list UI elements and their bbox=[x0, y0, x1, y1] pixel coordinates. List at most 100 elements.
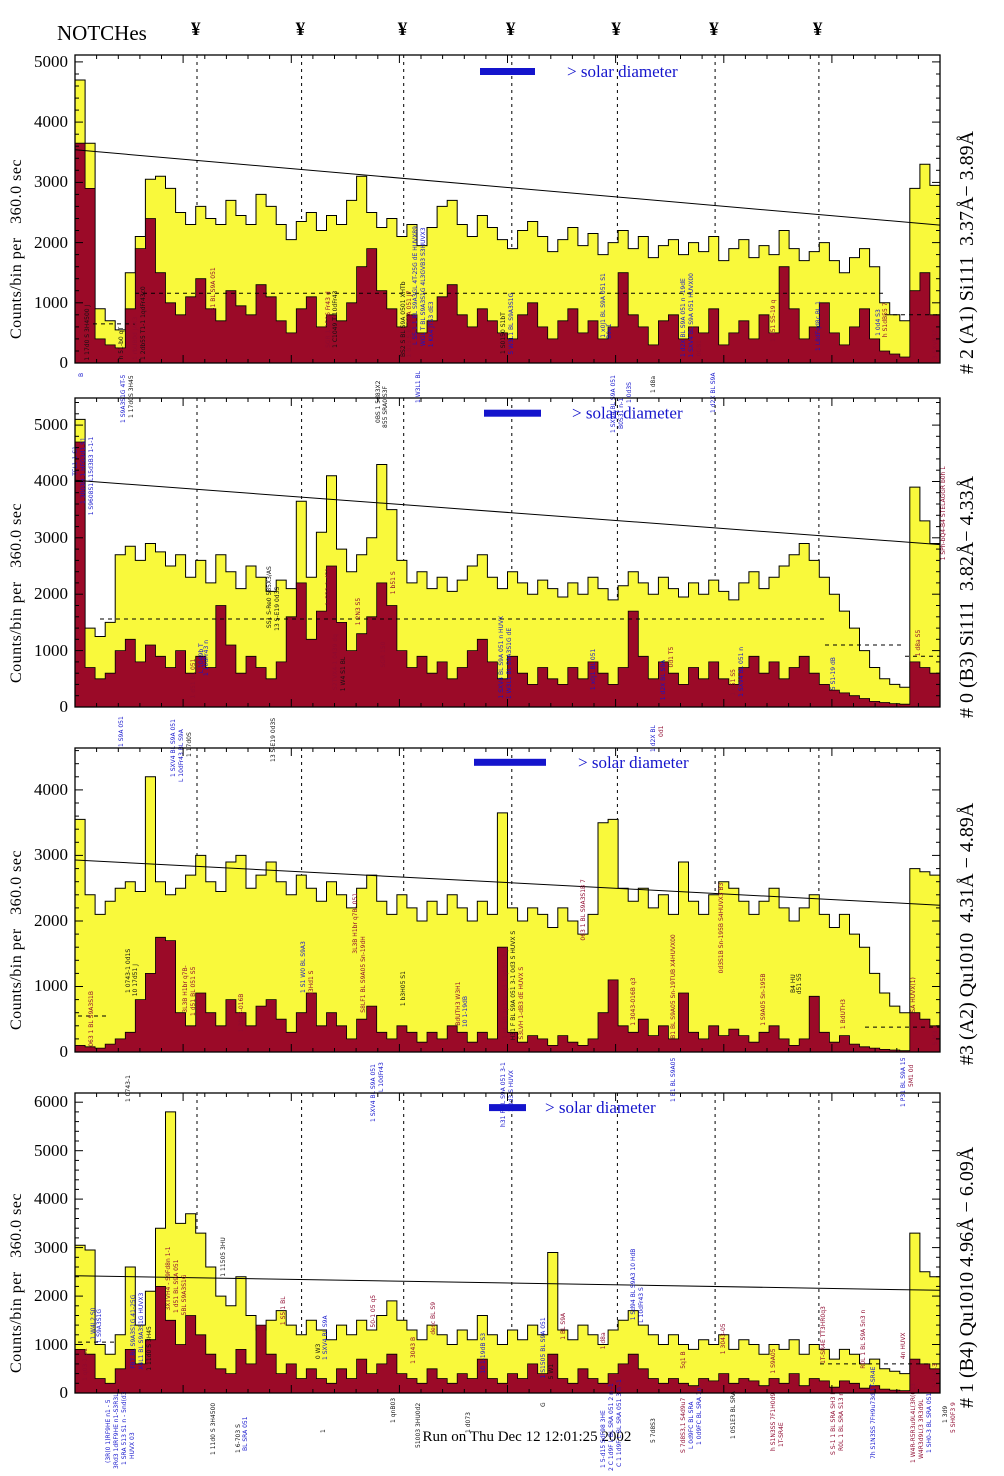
event-annotation: R0L 1 BL SRA S13 n bbox=[838, 1392, 845, 1451]
notch-marker: ¥ bbox=[295, 19, 306, 40]
solar-diameter-legend-label: > solar diameter bbox=[567, 62, 678, 81]
event-annotation: BdUTH3 W3H1 bbox=[455, 981, 462, 1025]
notch-marker: ¥ bbox=[505, 19, 516, 40]
event-annotation: 1 W4 S1 BL bbox=[340, 656, 347, 691]
event-annotation: X4L1 BL S9A3S1G HUVX3 bbox=[138, 1292, 145, 1369]
histogram-plot-4: 1 q03-1 d1 1 W4L2 S0 L S9A3S1G F87 BL S9A3S… bbox=[74, 1092, 957, 1471]
event-annotation: 1 L8dFqd8c BL 1 bbox=[815, 301, 822, 351]
event-annotation: B4 HU bbox=[790, 974, 797, 993]
notch-marker: ¥ bbox=[812, 19, 823, 40]
y-tick-label: 4000 bbox=[34, 1189, 68, 1209]
event-annotation: S3LVH 1-dB3 dE HUVX S bbox=[518, 967, 525, 1040]
solar-diameter-legend-label: > solar diameter bbox=[578, 753, 689, 772]
event-annotation: 1 W4R-R5R3u9L4L(3R(0q3 bbox=[910, 1383, 917, 1463]
event-annotation: 1 W3L1 BL S9A3S1G dE bbox=[506, 628, 513, 699]
event-annotation: 5-M3 bbox=[932, 1030, 939, 1045]
event-annotation: 3L3B H1br q7B- bbox=[182, 965, 189, 1012]
notch-marker: ¥ bbox=[611, 19, 621, 40]
event-annotation: 1 d51 S5-19 q bbox=[770, 299, 777, 341]
event-annotation: 1 S0150 S1bT bbox=[500, 312, 507, 354]
event-annotation: 1 d8a bbox=[600, 1332, 607, 1349]
event-annotation: 7h S1N3SS 7FH9u73d 1T-SR4E bbox=[870, 1366, 877, 1459]
event-annotation: 1 d8a bbox=[650, 376, 657, 393]
solar-diameter-legend-bar bbox=[474, 758, 546, 766]
event-annotation: S2TVX4-1 0439 dq bbox=[332, 634, 339, 690]
event-annotation: BS2 S BL S9A 0501 XHTb bbox=[400, 281, 407, 357]
event-annotation: B0e1 bbox=[606, 323, 613, 339]
event-annotation: 1 d8a S5 bbox=[915, 630, 922, 657]
event-annotation: 5q1 B bbox=[680, 1351, 687, 1368]
event-annotation: 1 3043-05 bbox=[720, 1323, 727, 1354]
background-counts-histogram bbox=[74, 441, 941, 708]
trend-line bbox=[74, 149, 941, 226]
background-counts-histogram bbox=[74, 142, 941, 364]
page-title: NOTCHes bbox=[57, 21, 147, 45]
y-tick-label: 0 bbox=[59, 1383, 69, 1402]
event-annotation: 3Rd3 1dRF9HE n1-S3R3L bbox=[113, 1393, 120, 1469]
event-annotation: 1 SXV4 BL 051 n bbox=[738, 647, 745, 697]
event-annotation: 5M1 0d bbox=[908, 1064, 915, 1087]
event-annotation: B bbox=[78, 373, 85, 377]
event-annotation: 1 0d3 S HUVX bbox=[508, 1070, 515, 1112]
event-annotation: G bbox=[540, 1402, 547, 1407]
event-annotation: 1 0743-1 0d1S bbox=[125, 949, 132, 993]
event-annotation: 0d1 bbox=[658, 725, 665, 737]
y-tick-label: 1000 bbox=[34, 292, 68, 312]
event-annotation: 0 W3 bbox=[315, 1343, 322, 1359]
event-annotation: 1 x0J1 BL S9A 051 S1 bbox=[600, 273, 607, 338]
event-annotation: 5 7d8S3 bbox=[650, 1418, 657, 1443]
y-tick-label: 0 bbox=[59, 353, 69, 372]
event-annotation: 1 Sd94 BL S9A3 10 HdB bbox=[630, 1249, 637, 1321]
event-annotation: 1 bbox=[320, 1429, 327, 1433]
y-tick-label: 2000 bbox=[34, 910, 68, 930]
notch-marker: ¥ bbox=[190, 19, 201, 40]
event-annotation: 1 d2X BL S9A bbox=[660, 659, 667, 700]
y-tick-label: 5000 bbox=[34, 415, 68, 435]
y-tick-label: 3000 bbox=[34, 845, 68, 865]
event-annotation: 1 KX4 JTS3 dE3 bbox=[428, 301, 435, 347]
y-tick-label: 3000 bbox=[34, 1237, 68, 1257]
event-annotation: BL SRA 051 bbox=[242, 1416, 249, 1451]
event-annotation: 1 P31 BL S9A 15 bbox=[900, 1057, 907, 1107]
histogram-plot-3: 063 1 BL S9A3S1B 1 0743-1 0d1S 10 17d51 J 3… bbox=[74, 747, 941, 1127]
event-annotation: 1 SRA 513 S1 n - 5nd(d3 bbox=[121, 1391, 128, 1465]
y-tick-label: 4000 bbox=[34, 112, 68, 132]
event-annotation: 1 W3L1 BL bbox=[415, 370, 422, 403]
y-tick-label: 3000 bbox=[34, 527, 68, 547]
event-annotation: 10 1-19dB bbox=[462, 996, 469, 1027]
event-annotation: B0S31 n-1 bbox=[618, 398, 625, 429]
event-annotation: SA HUVX(1) bbox=[910, 977, 917, 1013]
event-annotation: 1 SXV4 BL S9A 051 n HUVX bbox=[498, 616, 505, 699]
event-annotation: B3Hd1 S bbox=[308, 970, 315, 996]
event-annotation: 1 q51 S5 bbox=[730, 669, 737, 696]
event-annotation: 1 6-703 S bbox=[235, 1424, 242, 1453]
run-timestamp: Run on Thu Dec 12 12:01:25 2002 bbox=[422, 1429, 632, 1445]
event-annotation: 1 b3H05 S1 bbox=[400, 971, 407, 1006]
event-annotation: 1 0d4 S3 bbox=[875, 309, 882, 336]
event-annotation: 0d1 T5 bbox=[668, 646, 675, 667]
event-annotation: 1 x0J1 BL 051 bbox=[590, 649, 597, 691]
total-counts-histogram bbox=[74, 776, 941, 1053]
event-annotation: 1 SH0-3 BL SRA 0S1 bbox=[926, 1393, 933, 1453]
event-annotation: 1 BL S9A bbox=[560, 1312, 567, 1340]
event-annotation: 1 2db55 T1-1 1qdFr43c0 bbox=[140, 286, 147, 360]
event-annotation: R0L 1 BL S9A 5n3 n bbox=[860, 1309, 867, 1368]
event-annotation: SS1 S-Re0 585X3/AS bbox=[266, 566, 273, 628]
channel-label-4: # 1 (B4) Qu1010 4.96Å − 6.09Å bbox=[956, 1146, 978, 1408]
event-annotation: 2 C 1d9F L BL SRA 051 2 n -1 bbox=[608, 1383, 615, 1471]
event-annotation: 1 17d0 S 3H4500 J bbox=[84, 304, 91, 360]
event-annotation: 1 S9A05 bbox=[770, 1348, 777, 1373]
event-annotation: 0d3S1B Sn-195B S4HUVX3 B3 bbox=[718, 882, 725, 973]
event-annotation: 4n HUVX bbox=[900, 1332, 907, 1359]
event-annotation: 1 d51 BL S9A 051 bbox=[210, 267, 217, 321]
event-annotation: 10 17d51 J bbox=[132, 964, 139, 997]
solar-diameter-legend-bar bbox=[484, 409, 541, 417]
solar-diameter-legend-label: > solar diameter bbox=[545, 1098, 656, 1117]
event-annotation: 1 2N3 S5 bbox=[355, 598, 362, 626]
y-tick-label: 2000 bbox=[34, 1286, 68, 1306]
channel-label-2: # 0 (B3) Si111 3.82Å− 4.33Å bbox=[956, 475, 978, 718]
y-tick-label: 5000 bbox=[34, 51, 68, 71]
event-annotation: 1 rbU80d JAK3 bbox=[132, 317, 139, 360]
y-tick-label: 1000 bbox=[34, 640, 68, 660]
event-annotation: 1 S9A 051 bbox=[118, 716, 125, 747]
